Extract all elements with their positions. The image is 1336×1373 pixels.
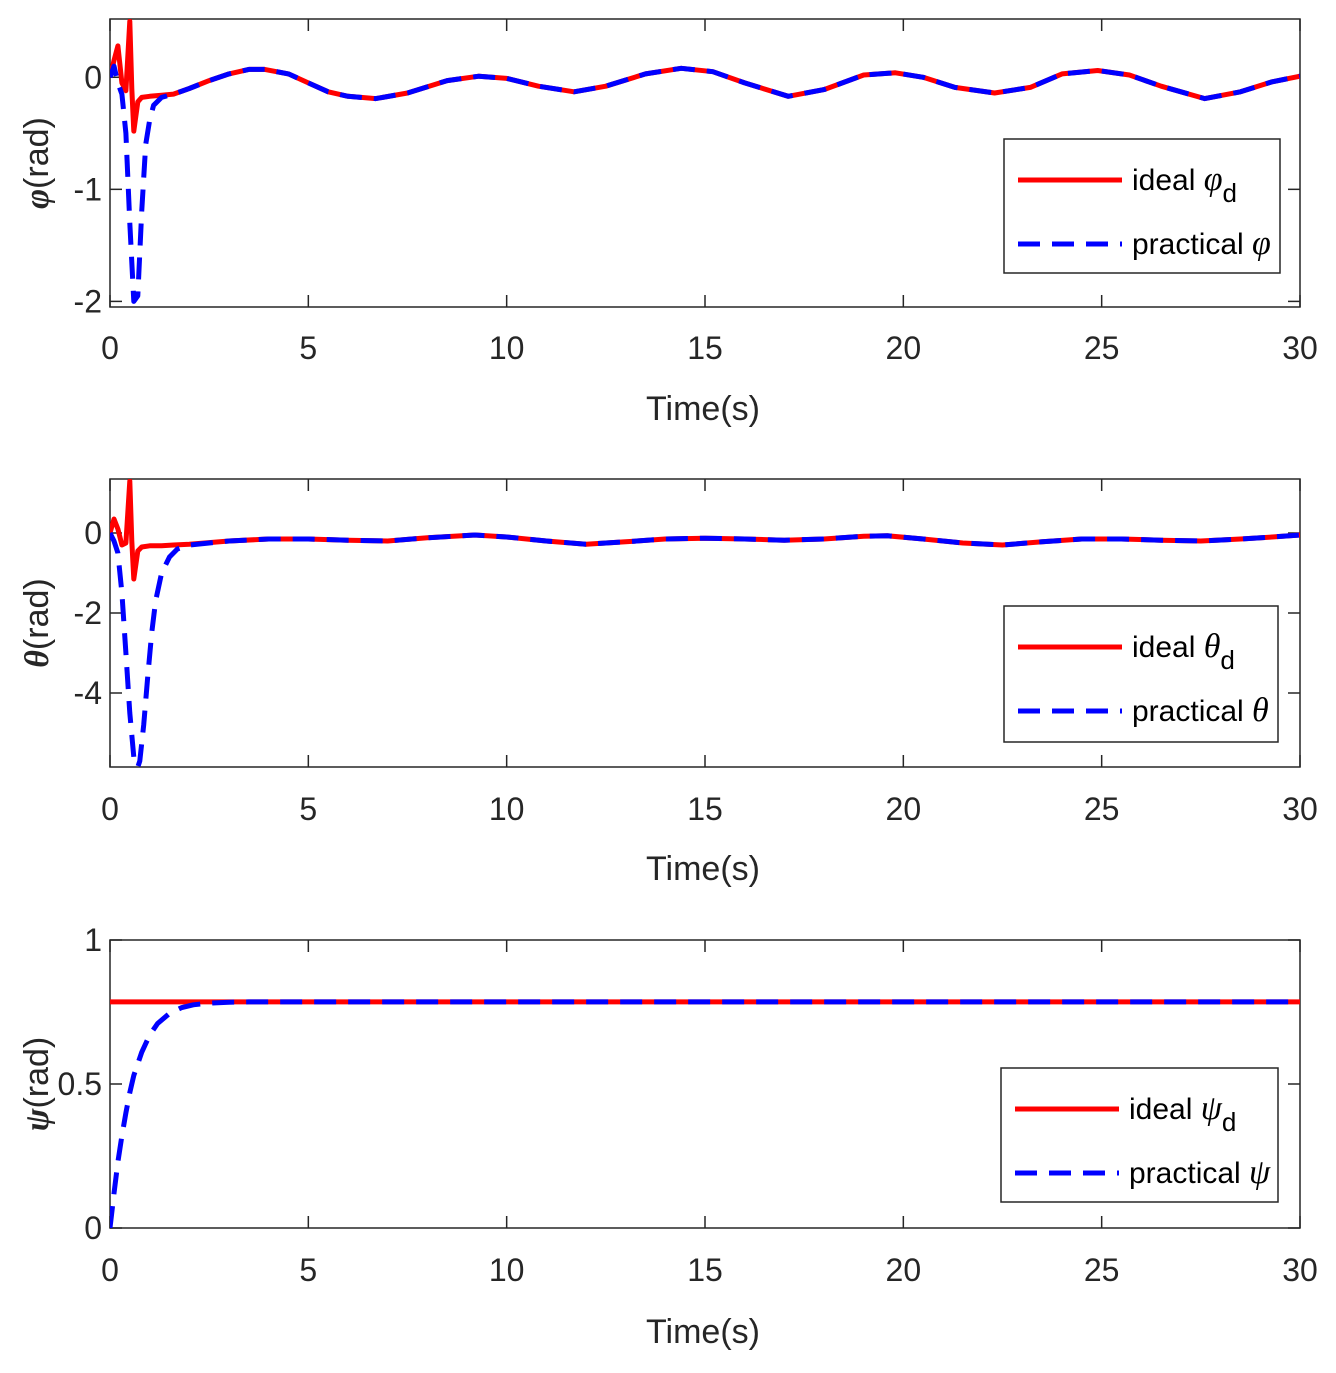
y-tick-label: 0 [84, 515, 102, 551]
series-line-practical [110, 531, 1300, 767]
legend-subscript: d [1220, 645, 1234, 675]
x-tick-label: 25 [1084, 791, 1120, 827]
legend-label-practical: practical ψ [1129, 1154, 1271, 1191]
legend-name: ideal [1132, 631, 1204, 664]
x-tick-label: 20 [886, 330, 922, 366]
x-tick-label: 10 [489, 330, 525, 366]
y-axis-label: φ(rad) [18, 117, 56, 209]
legend-subscript: d [1223, 178, 1237, 208]
y-tick-label: -2 [74, 595, 102, 631]
legend-subscript: d [1222, 1107, 1236, 1137]
x-tick-label: 20 [886, 791, 922, 827]
x-tick-label: 25 [1084, 330, 1120, 366]
x-tick-label: 30 [1282, 330, 1318, 366]
series-line-practical [110, 999, 1300, 1228]
legend: ideal φd practical φ [1003, 138, 1281, 274]
legend-label-practical: practical θ [1132, 692, 1269, 729]
x-tick-label: 30 [1282, 1252, 1318, 1288]
y-tick-label: 1 [84, 922, 102, 958]
x-tick-label: 25 [1084, 1252, 1120, 1288]
x-tick-label: 30 [1282, 791, 1318, 827]
x-tick-label: 5 [299, 791, 317, 827]
legend: ideal θd practical θ [1003, 605, 1279, 743]
legend-symbol: θ [1204, 628, 1221, 665]
legend-symbol: ψ [1201, 1090, 1223, 1127]
legend-label-ideal: ideal φd [1132, 161, 1237, 208]
legend-symbol: ψ [1249, 1154, 1271, 1191]
legend-label-ideal: ideal θd [1132, 628, 1235, 675]
series-line-practical [110, 63, 1300, 304]
legend-name: practical [1129, 1157, 1249, 1190]
legend-name: practical [1132, 695, 1252, 728]
x-tick-label: 0 [101, 791, 119, 827]
x-tick-label: 10 [489, 791, 525, 827]
x-tick-label: 5 [299, 330, 317, 366]
y-axis-label: θ(rad) [18, 578, 56, 667]
y-axis-unit: (rad) [18, 1037, 56, 1109]
legend-symbol: φ [1204, 161, 1223, 198]
y-tick-label: 0.5 [58, 1066, 102, 1102]
y-axis-symbol: φ [19, 189, 56, 209]
y-axis-symbol: ψ [19, 1108, 56, 1131]
y-axis-unit: (rad) [18, 578, 56, 650]
x-axis-label: Time(s) [646, 390, 760, 428]
y-tick-label: -4 [74, 675, 102, 711]
legend-symbol: θ [1252, 692, 1269, 729]
x-tick-label: 20 [886, 1252, 922, 1288]
legend-name: practical [1132, 228, 1252, 261]
legend: ideal ψd practical ψ [1000, 1067, 1279, 1203]
legend-symbol: φ [1252, 225, 1271, 262]
legend-label-ideal: ideal ψd [1129, 1090, 1236, 1137]
legend-label-practical: practical φ [1132, 225, 1271, 262]
y-tick-label: -1 [74, 171, 102, 207]
x-tick-label: 5 [299, 1252, 317, 1288]
y-tick-label: 0 [84, 59, 102, 95]
x-tick-label: 15 [687, 1252, 723, 1288]
y-axis-unit: (rad) [18, 117, 56, 189]
legend-box [1003, 138, 1281, 274]
legend-box [1003, 605, 1279, 743]
y-tick-label: 0 [84, 1210, 102, 1246]
legend-box [1000, 1067, 1279, 1203]
x-tick-label: 10 [489, 1252, 525, 1288]
x-axis-label: Time(s) [646, 850, 760, 888]
x-axis-label: Time(s) [646, 1313, 760, 1351]
x-tick-label: 0 [101, 330, 119, 366]
y-tick-label: -2 [74, 283, 102, 319]
x-tick-label: 0 [101, 1252, 119, 1288]
x-tick-label: 15 [687, 791, 723, 827]
legend-name: ideal [1129, 1093, 1201, 1126]
x-tick-label: 15 [687, 330, 723, 366]
y-axis-symbol: θ [19, 650, 56, 668]
y-axis-label: ψ(rad) [18, 1037, 56, 1132]
legend-name: ideal [1132, 164, 1204, 197]
